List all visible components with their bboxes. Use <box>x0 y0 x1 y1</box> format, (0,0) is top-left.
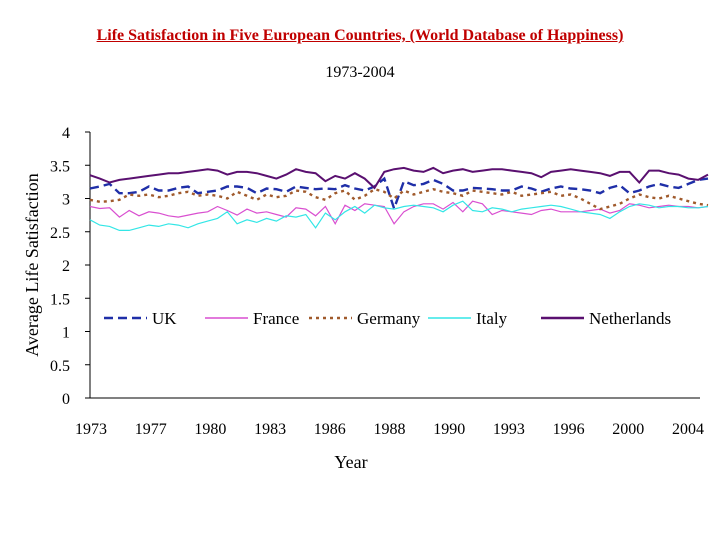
legend-label-germany: Germany <box>357 309 421 328</box>
x-tick-label: 1977 <box>135 421 167 438</box>
x-ticks: 1973 1977 1980 1983 1986 1988 1990 1993 1996 2000… <box>75 421 704 438</box>
y-tick-label: 2 <box>62 258 70 275</box>
y-ticks: 0 0.5 1 1.5 2 2.5 3 3.5 4 <box>50 125 90 408</box>
y-tick-label: 0.5 <box>50 358 70 375</box>
x-tick-label: 1996 <box>553 421 585 438</box>
y-axis-label: Average Life Satisfaction <box>22 173 42 357</box>
x-tick-label: 1990 <box>433 421 465 438</box>
series-line-germany <box>89 187 709 211</box>
y-tick-label: 1.5 <box>50 291 70 308</box>
y-tick-label: 1 <box>62 325 70 342</box>
x-tick-label: 2000 <box>612 421 644 438</box>
x-tick-label: 1993 <box>493 421 525 438</box>
x-tick-label: 2004 <box>672 421 704 438</box>
series-lines <box>89 166 709 231</box>
y-tick-label: 3 <box>62 192 70 209</box>
chart-title: Life Satisfaction in Five European Count… <box>96 27 624 44</box>
y-tick-label: 4 <box>62 125 70 142</box>
x-tick-label: 1983 <box>254 421 286 438</box>
series-line-italy <box>89 200 709 231</box>
x-axis-label: Year <box>334 452 367 472</box>
chart-subtitle: 1973-2004 <box>325 64 395 81</box>
legend: UK France Germany Italy Netherlands <box>104 309 671 328</box>
legend-label-uk: UK <box>152 309 177 328</box>
series-line-france <box>89 200 709 226</box>
legend-label-italy: Italy <box>476 309 508 328</box>
x-tick-label: 1988 <box>374 421 406 438</box>
y-tick-label: 2.5 <box>50 225 70 242</box>
y-tick-label: 3.5 <box>50 158 70 175</box>
legend-label-netherlands: Netherlands <box>589 309 671 328</box>
legend-label-france: France <box>253 309 299 328</box>
y-tick-label: 0 <box>62 391 70 408</box>
x-tick-label: 1986 <box>314 421 346 438</box>
x-tick-label: 1980 <box>194 421 226 438</box>
x-tick-label: 1973 <box>75 421 107 438</box>
series-line-netherlands <box>89 166 709 190</box>
